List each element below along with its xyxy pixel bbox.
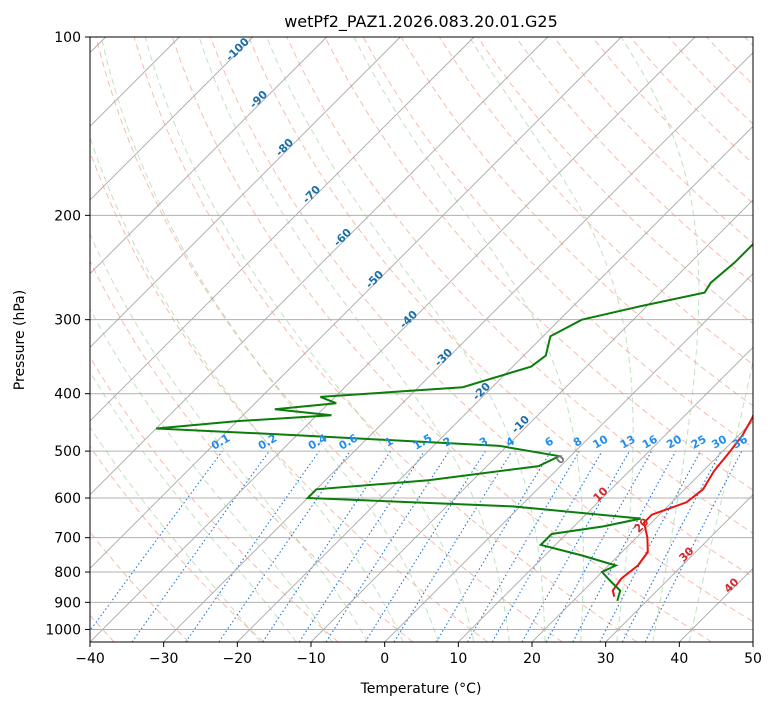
moist-adiabat (90, 135, 404, 642)
temperature-line (611, 413, 753, 597)
moist-adiabat (353, 37, 584, 642)
isotherm-line (90, 37, 475, 422)
moist-adiabat (620, 37, 700, 642)
y-tick-label: 100 (54, 30, 81, 46)
isotherm-line (310, 199, 753, 642)
x-tick-label: −30 (149, 651, 179, 667)
y-tick-label: 1000 (45, 622, 81, 638)
x-tick-label: 50 (744, 651, 762, 667)
x-axis-ticks: −40 −30 −20 −10 0 10 20 30 40 50 (75, 642, 762, 667)
mixing-ratio-line (298, 450, 425, 642)
moist-adiabat (266, 37, 546, 642)
isotherm-line (605, 494, 753, 642)
dry-adiabat (248, 37, 753, 578)
isotherm-line (90, 37, 622, 569)
dry-adiabat (90, 356, 339, 642)
x-tick-label: −20 (223, 651, 253, 667)
x-tick-label: 0 (380, 651, 389, 667)
plot-frame (89, 36, 754, 643)
moist-adiabat (100, 37, 439, 642)
moist-adiabat (688, 358, 753, 642)
gridlines (90, 37, 753, 642)
isotherm-line (531, 420, 753, 642)
profiles (156, 242, 753, 602)
y-tick-label: 800 (54, 565, 81, 581)
isotherm-line (90, 37, 327, 275)
mixing-ratio-line (393, 450, 513, 642)
dry-adiabat (133, 37, 638, 642)
y-axis-label: Pressure (hPa) (12, 290, 28, 390)
moist-adiabat (198, 37, 510, 642)
y-tick-label: 200 (54, 208, 81, 224)
isotherm-line (163, 52, 753, 642)
y-tick-label: 900 (54, 595, 81, 611)
dry-adiabat (286, 37, 753, 534)
mixing-ratio-line (325, 450, 450, 642)
isotherm-line (237, 125, 753, 642)
mixing-ratio-line (218, 450, 351, 642)
dry-adiabat (90, 445, 264, 642)
mixing-ratio-line (131, 450, 270, 642)
y-tick-label: 700 (54, 531, 81, 547)
dry-adiabat (90, 259, 414, 642)
mixing-ratio-line (185, 450, 320, 642)
mixing-ratio-line (644, 450, 743, 642)
mixing-ratio-line (572, 450, 677, 642)
x-axis-label: Temperature (°C) (360, 681, 482, 697)
x-tick-label: −40 (75, 651, 105, 667)
dry-adiabat (171, 37, 712, 642)
mixing-ratio-line (545, 450, 653, 642)
x-tick-label: 30 (597, 651, 615, 667)
dewpoint-line (156, 242, 753, 602)
y-axis-ticks: 100 200 300 400 500 600 700 800 900 1000 (45, 30, 90, 638)
moist-adiabat (90, 232, 369, 642)
mixing-ratio-line (521, 450, 630, 642)
mixing-ratio-line (90, 450, 223, 632)
y-tick-label: 600 (54, 491, 81, 507)
isotherm-line (90, 37, 696, 642)
x-tick-label: 20 (523, 651, 541, 667)
y-tick-label: 300 (54, 313, 81, 329)
x-tick-label: 40 (670, 651, 688, 667)
mixing-ratio-line (262, 450, 392, 642)
x-tick-label: −10 (296, 651, 326, 667)
isotherm-line (90, 37, 401, 348)
moist-adiabat (90, 426, 261, 642)
y-tick-label: 500 (54, 444, 81, 460)
isotherm-line (384, 273, 753, 642)
isotherm-line (90, 37, 548, 496)
isotherm-line (90, 37, 254, 201)
background-lines (90, 37, 753, 642)
dry-adiabat (95, 37, 563, 642)
moist-adiabat (90, 370, 297, 642)
chart-title: wetPf2_PAZ1.2026.083.20.01.G25 (284, 12, 558, 32)
dry-adiabat (210, 37, 753, 623)
isotherm-line (458, 346, 753, 642)
moist-adiabat (144, 37, 475, 642)
dry-adiabat (515, 37, 753, 284)
moist-adiabat (90, 308, 333, 642)
dry-adiabat (324, 37, 753, 491)
y-tick-label: 400 (54, 387, 81, 403)
x-tick-label: 10 (449, 651, 467, 667)
